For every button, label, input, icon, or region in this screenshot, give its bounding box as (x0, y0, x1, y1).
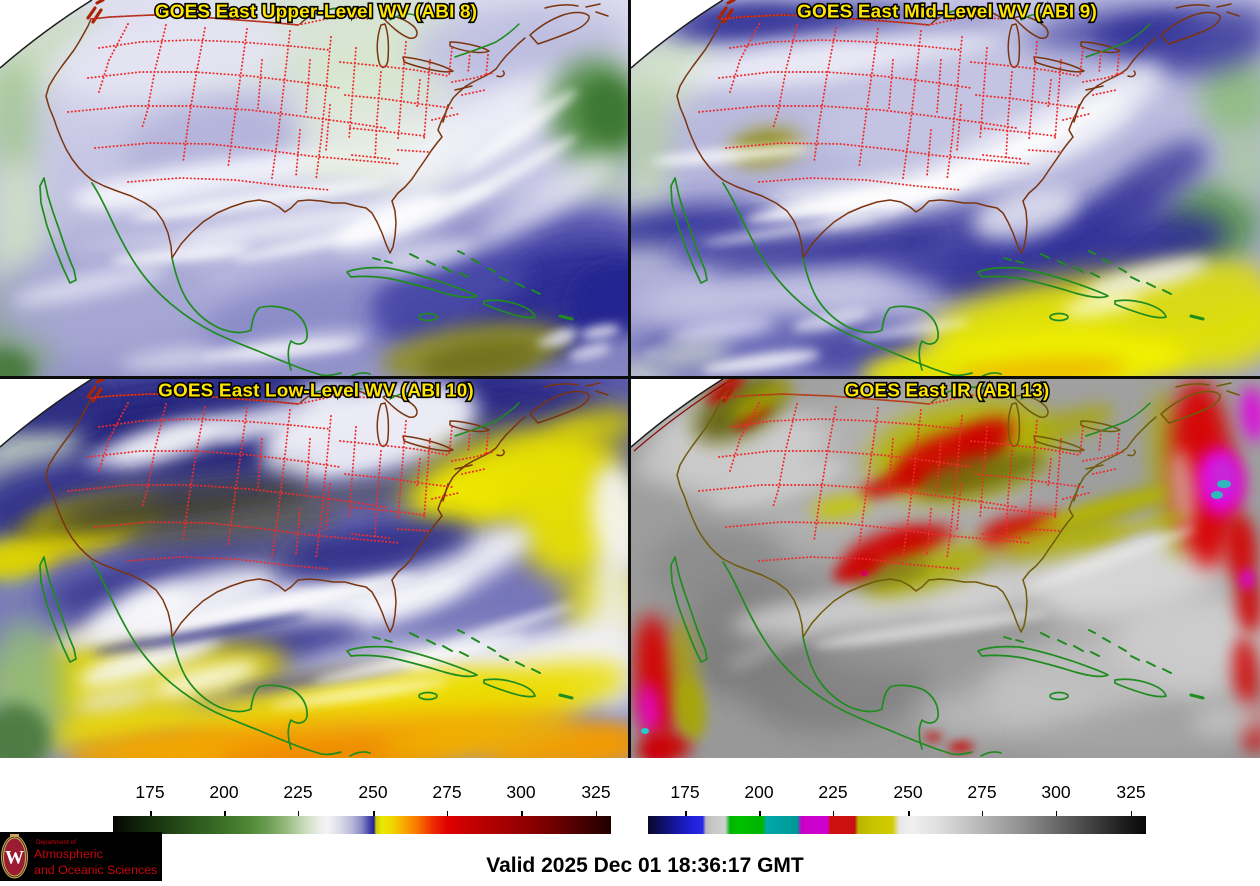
svg-text:Atmospheric: Atmospheric (34, 847, 103, 861)
svg-text:GOES East Low-Level WV (ABI 10: GOES East Low-Level WV (ABI 10) (158, 381, 474, 402)
svg-text:W: W (5, 848, 24, 869)
svg-text:GOES East Mid-Level WV (ABI 9): GOES East Mid-Level WV (ABI 9) (797, 2, 1097, 23)
svg-text:GOES East Upper-Level WV (ABI: GOES East Upper-Level WV (ABI 8) (155, 2, 477, 23)
svg-text:and Oceanic Sciences: and Oceanic Sciences (34, 863, 157, 877)
svg-text:GOES East IR (ABI 13): GOES East IR (ABI 13) (845, 381, 1050, 402)
svg-text:Department of: Department of (36, 839, 76, 846)
